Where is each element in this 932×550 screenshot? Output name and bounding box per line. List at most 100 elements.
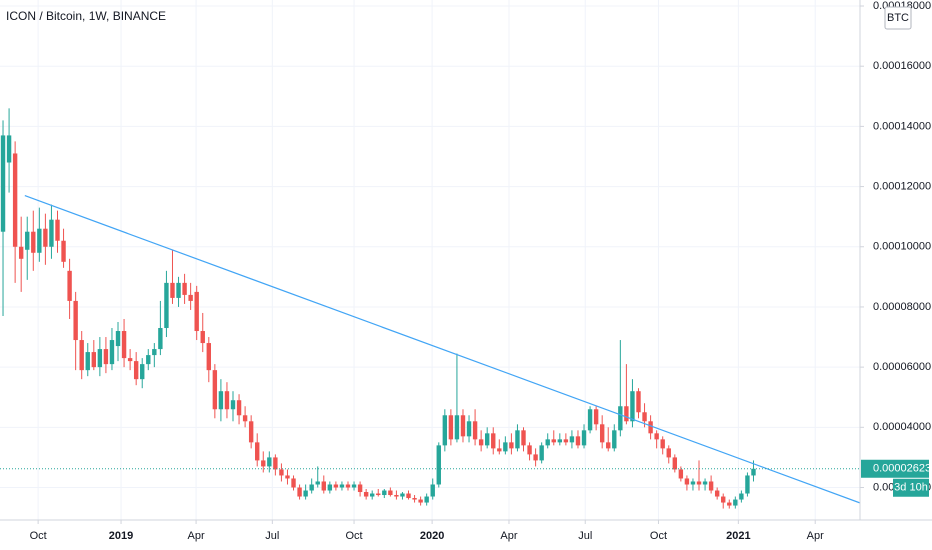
candle-body	[545, 439, 550, 446]
candle-body	[127, 358, 133, 362]
y-tick-label: 0.00010000	[873, 241, 931, 253]
candle-body	[297, 487, 302, 497]
y-tick-label: 0.00014000	[873, 120, 931, 132]
currency-box	[884, 6, 912, 30]
candle-body	[357, 484, 363, 493]
candle-body	[581, 430, 587, 446]
candle-body	[654, 433, 659, 440]
candle-body	[218, 391, 224, 410]
candle-body	[109, 340, 115, 365]
candle-body	[484, 433, 490, 446]
candle-body	[273, 457, 278, 470]
candle-body	[497, 448, 502, 452]
candle-body	[194, 291, 199, 332]
candle-body	[702, 481, 708, 485]
x-tick-label: Apr	[500, 530, 517, 542]
x-tick-label: Jul	[265, 530, 279, 542]
candle-body	[43, 228, 48, 247]
candle-body	[708, 481, 714, 491]
candle-body	[25, 231, 30, 250]
candle-body	[31, 231, 36, 253]
candle-body	[684, 478, 690, 485]
candle-body	[315, 481, 320, 485]
candle-body	[527, 445, 532, 455]
candle-body	[491, 433, 496, 449]
candle-body	[261, 460, 266, 467]
candle-body	[539, 445, 544, 461]
candle-body	[333, 484, 339, 488]
plot	[0, 108, 860, 509]
candle-body	[188, 294, 193, 301]
y-tick-label: 0.00012000	[873, 180, 931, 192]
candle-body	[12, 153, 18, 247]
chart-title: ICON / Bitcoin, 1W, BINANCE	[6, 9, 166, 23]
candle-body	[642, 412, 647, 422]
candle-body	[0, 135, 6, 232]
candle-body	[418, 499, 423, 503]
candle-body	[509, 442, 514, 449]
candle-body	[599, 424, 605, 443]
candle-body	[309, 484, 314, 491]
candle-body	[478, 439, 484, 446]
candle-body	[733, 499, 738, 506]
candle-body	[345, 484, 351, 488]
candle-body	[212, 370, 218, 410]
y-tick-label: 0.00016000	[873, 60, 931, 72]
candle-body	[575, 436, 581, 446]
x-tick-label: Apr	[188, 530, 205, 542]
candle-body	[745, 475, 750, 494]
candle-body	[618, 406, 623, 431]
candle-body	[85, 352, 90, 371]
candle-body	[515, 430, 520, 449]
candle-body	[612, 430, 617, 449]
candle-body	[327, 484, 333, 491]
candle-body	[460, 415, 466, 437]
candle-body	[79, 340, 84, 371]
candle-body	[587, 409, 593, 431]
candle-body	[593, 409, 599, 425]
candle-body	[158, 328, 163, 350]
last-price-label: 0.00002623	[873, 463, 931, 475]
candle-body	[454, 415, 460, 440]
y-tick-label: 0.00008000	[873, 301, 931, 313]
countdown-label: 3d 10h	[894, 482, 928, 494]
grid	[0, 0, 860, 520]
candle-body	[721, 496, 726, 503]
candle-body	[321, 481, 326, 491]
candle-body	[267, 457, 272, 467]
candle-body	[206, 343, 211, 371]
candle-body	[291, 478, 296, 488]
candle-body	[164, 282, 169, 329]
x-tick-label: Oct	[650, 530, 667, 542]
candle-body	[606, 442, 611, 449]
candle-body	[412, 498, 417, 500]
candle-body	[636, 391, 641, 413]
candle-body	[55, 219, 60, 241]
candle-body	[533, 454, 538, 461]
candle-body	[115, 331, 121, 347]
candle-body	[133, 361, 139, 380]
candle-body	[37, 228, 42, 253]
candle-body	[97, 349, 103, 368]
candle-body	[351, 484, 357, 488]
candle-body	[394, 495, 399, 497]
candle-body	[121, 331, 127, 359]
candle-body	[424, 496, 429, 503]
candle-body	[624, 406, 629, 422]
currency-label: BTC	[887, 12, 909, 24]
candle-body	[303, 490, 308, 497]
candle-body	[751, 468, 756, 476]
candle-body	[551, 439, 556, 443]
candle-body	[146, 355, 151, 365]
candle-body	[503, 442, 508, 452]
candle-body	[696, 481, 702, 485]
candle-body	[6, 135, 12, 163]
candle-body	[279, 469, 284, 476]
candle-body	[103, 349, 109, 365]
y-tick-label: 0.00006000	[873, 361, 931, 373]
candle-body	[236, 400, 242, 416]
candle-body	[200, 331, 205, 344]
x-tick-label: 2020	[420, 530, 444, 542]
candle-body	[363, 492, 369, 497]
